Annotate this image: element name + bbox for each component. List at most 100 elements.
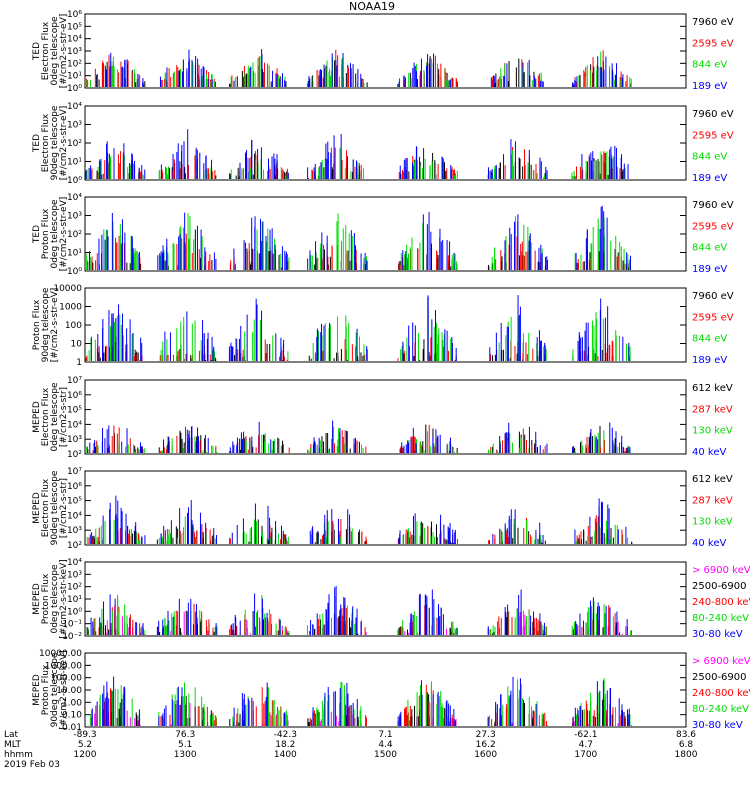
y-tick-label: 100.00 [51,674,83,684]
x-tick-label: 27.3 [476,730,496,740]
series-189-ev [85,129,629,179]
panel-frame [84,196,687,272]
chart-title: NOAA19 [349,0,395,13]
x-tick-label: 76.3 [175,730,195,740]
y-tick-label: 10⁻² [62,632,82,642]
y-axis-label: 90deg telescope [50,652,60,727]
panel-2: 10⁰ 10¹ 10² 10³ 10⁴ TED Electron Flux 90deg tel… [32,102,734,186]
y-axis-label: MEPED [32,492,42,524]
x-tick-label: 1200 [74,750,97,760]
legend-entry: 7960 eV [692,17,734,28]
y-axis-label: [#/cm2-s-str-keV] [59,650,69,729]
y-tick-label: 10² [67,583,82,593]
legend-entry: 30-80 keV [692,629,743,640]
legend-entry: 844 eV [692,243,727,254]
date-label: 2019 Feb 03 [4,760,60,770]
series-189-ev [89,205,631,270]
series-80-240-kev [87,594,632,635]
y-tick-label: 1 [76,358,82,368]
series-40-kev [89,495,627,544]
legend-entry: 189 eV [692,264,727,275]
x-tick-label: 6.8 [679,740,694,750]
y-tick-label: 10⁴ [67,35,82,45]
y-tick-label: 10³ [67,570,82,580]
legend-entry: > 6900 keV [692,565,750,576]
legend-entry: 2595 eV [692,38,734,49]
y-axis-label: MEPED [32,674,42,706]
y-axis-label: [#/cm2-s-str-eV] [59,197,69,272]
x-tick-label: 7.1 [378,730,392,740]
panel-7: 10⁻² 10⁻¹ 10⁰ 10¹ 10² 10³ 10⁴ MEPED Proton Flux 0… [32,558,750,642]
y-axis-label: Proton Flux [41,573,51,624]
legend-entry: 40 keV [692,447,726,458]
legend-entry: 2595 eV [692,312,734,323]
legend-entry: 844 eV [692,152,727,163]
y-tick-label: 10¹ [67,249,82,259]
legend-entry: 30-80 keV [692,720,743,731]
legend-entry: 2595 eV [692,130,734,141]
y-axis-label: MEPED [32,583,42,615]
y-axis-label: Electron Flux [41,387,51,446]
x-tick-label: 16.2 [476,740,496,750]
x-row-label-hhmm: hhmm [4,750,33,760]
y-axis-label: [#/cm2-s-str-eV] [50,288,60,363]
y-tick-label: 1000 [59,303,82,313]
series-844-ev [86,51,632,87]
x-row-label-mlt: MLT [4,740,22,750]
x-tick-label: -62.1 [574,730,597,740]
y-axis-label: [#/cm2-s-str] [59,478,69,538]
y-tick-label: 10⁻¹ [62,620,82,630]
y-tick-label: 10.00 [56,686,82,696]
y-tick-label: 1.00 [62,698,82,708]
y-axis-label: 90deg telescope [50,105,60,180]
panel-3: 10⁰ 10¹ 10² 10³ 10⁴ TED Proton Flux 0deg telesc… [32,193,734,277]
legend-entry: 130 keV [692,517,733,528]
x-tick-label: 1800 [675,750,698,760]
y-tick-label: 10⁶ [67,391,82,401]
x-tick-label: 5.2 [78,740,92,750]
y-tick-label: 10² [67,230,82,240]
y-axis-label: MEPED [32,401,42,433]
y-tick-label: 10⁰ [67,267,82,277]
y-tick-label: 10³ [67,121,82,131]
y-tick-label: 10⁰ [67,607,82,617]
panel-1: 10⁰ 10¹ 10² 10³ 10⁴ 10⁵ 10⁶ TED Electron Flux 0de… [32,10,734,94]
legend-entry: 2500-6900 [692,581,747,592]
y-tick-label: 10⁵ [67,22,82,32]
y-axis-label: TED [32,225,42,244]
y-tick-label: 10000.00 [39,649,82,659]
legend-entry: 2595 eV [692,221,734,232]
panel-6: 10² 10³ 10⁴ 10⁵ 10⁶ 10⁷ MEPED Electron Flux 90de… [32,467,733,551]
legend-entry: > 6900 keV [692,656,750,667]
x-tick-label: 83.6 [676,730,696,740]
y-tick-label: 10⁷ [67,376,82,386]
legend-entry: 7960 eV [692,291,734,302]
y-tick-label: 10⁴ [67,511,82,521]
series-40-kev [89,420,631,453]
panel-5: 10² 10³ 10⁴ 10⁵ 10⁶ 10⁷ MEPED Electron Flux 0deg… [32,376,733,460]
y-tick-label: 10³ [67,526,82,536]
legend-entry: 80-240 keV [692,704,749,715]
y-tick-label: 10000 [53,284,82,294]
y-axis-label: Proton Flux [32,299,42,350]
series-2595-ev [86,49,628,87]
y-axis-label: Proton Flux [41,208,51,259]
y-tick-label: 10⁵ [67,406,82,416]
y-axis-label: [#/cm2-s-str-eV] [59,106,69,181]
x-tick-label: 1700 [574,750,597,760]
legend-entry: 287 keV [692,495,733,506]
x-tick-label: 1500 [374,750,397,760]
x-tick-label: 4.4 [378,740,393,750]
panel-frame [84,470,687,546]
x-tick-label: 5.1 [178,740,192,750]
y-tick-label: 10⁴ [67,558,82,568]
legend-entry: 844 eV [692,60,727,71]
x-tick-label: 1300 [174,750,197,760]
panel-frame [84,561,687,637]
y-axis-label: Electron Flux [41,21,51,80]
y-tick-label: 10² [67,59,82,69]
y-tick-label: 10³ [67,47,82,57]
y-tick-label: 10⁰ [67,176,82,186]
series-130-kev [86,512,629,544]
